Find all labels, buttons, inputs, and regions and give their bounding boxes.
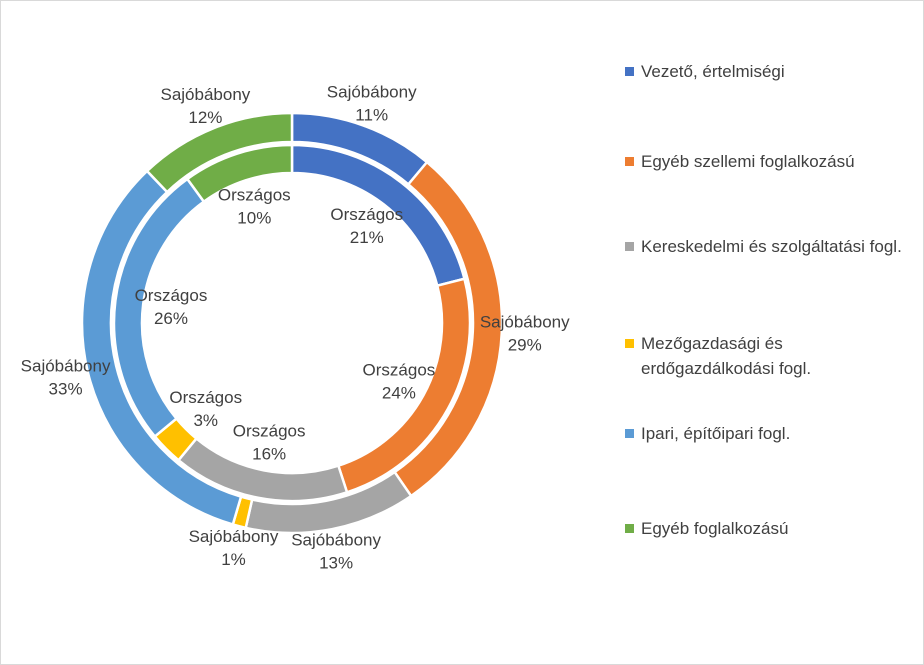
- donut-segment: [185, 143, 294, 204]
- data-label-value: 21%: [350, 228, 384, 247]
- data-label-series: Országos: [169, 388, 242, 407]
- legend-swatch: [625, 524, 634, 533]
- data-label-series: Országos: [218, 185, 291, 204]
- legend-label: Egyéb foglalkozású: [641, 519, 789, 538]
- data-label-value: 26%: [154, 309, 188, 328]
- legend-swatch: [625, 67, 634, 76]
- data-label-value: 16%: [252, 444, 286, 463]
- data-label-series: Országos: [135, 286, 208, 305]
- data-label-series: Sajóbábony: [189, 527, 279, 546]
- legend-item: Mezőgazdasági és erdőgazdálkodási fogl.: [625, 331, 915, 381]
- data-label-series: Sajóbábony: [21, 356, 111, 375]
- legend-label: Kereskedelmi és szolgáltatási fogl.: [641, 237, 902, 256]
- data-label-value: 3%: [193, 411, 218, 430]
- donut-segment: [145, 111, 294, 194]
- legend-swatch: [625, 242, 634, 251]
- legend-item: Egyéb foglalkozású: [625, 516, 915, 541]
- data-label-value: 1%: [221, 550, 246, 569]
- data-label-value: 10%: [237, 208, 271, 227]
- legend-item: Egyéb szellemi foglalkozású: [625, 149, 915, 174]
- data-label-series: Országos: [363, 360, 436, 379]
- legend-item: Kereskedelmi és szolgáltatási fogl.: [625, 234, 915, 259]
- data-label-value: 29%: [508, 336, 542, 355]
- legend-label: Mezőgazdasági és erdőgazdálkodási fogl.: [641, 334, 812, 378]
- data-label-series: Országos: [233, 421, 306, 440]
- legend-label: Egyéb szellemi foglalkozású: [641, 152, 855, 171]
- data-label-series: Sajóbábony: [160, 85, 250, 104]
- data-label-series: Sajóbábony: [291, 530, 381, 549]
- legend-item: Vezető, értelmiségi: [625, 59, 915, 84]
- legend-swatch: [625, 429, 634, 438]
- data-label-value: 13%: [319, 553, 353, 572]
- legend-label: Vezető, értelmiségi: [641, 62, 785, 81]
- data-label-value: 12%: [188, 108, 222, 127]
- data-label-value: 24%: [382, 383, 416, 402]
- legend-label: Ipari, építőipari fogl.: [641, 424, 791, 443]
- data-label-series: Országos: [330, 205, 403, 224]
- legend-item: Ipari, építőipari fogl.: [625, 421, 915, 446]
- data-label-series: Sajóbábony: [327, 83, 417, 102]
- data-label-value: 33%: [49, 379, 83, 398]
- data-label-series: Sajóbábony: [480, 313, 570, 332]
- donut-area: Országos 21% Országos 24% Országos 16% Országo…: [21, 83, 570, 573]
- legend-swatch: [625, 339, 634, 348]
- data-label-value: 11%: [355, 106, 388, 125]
- legend-swatch: [625, 157, 634, 166]
